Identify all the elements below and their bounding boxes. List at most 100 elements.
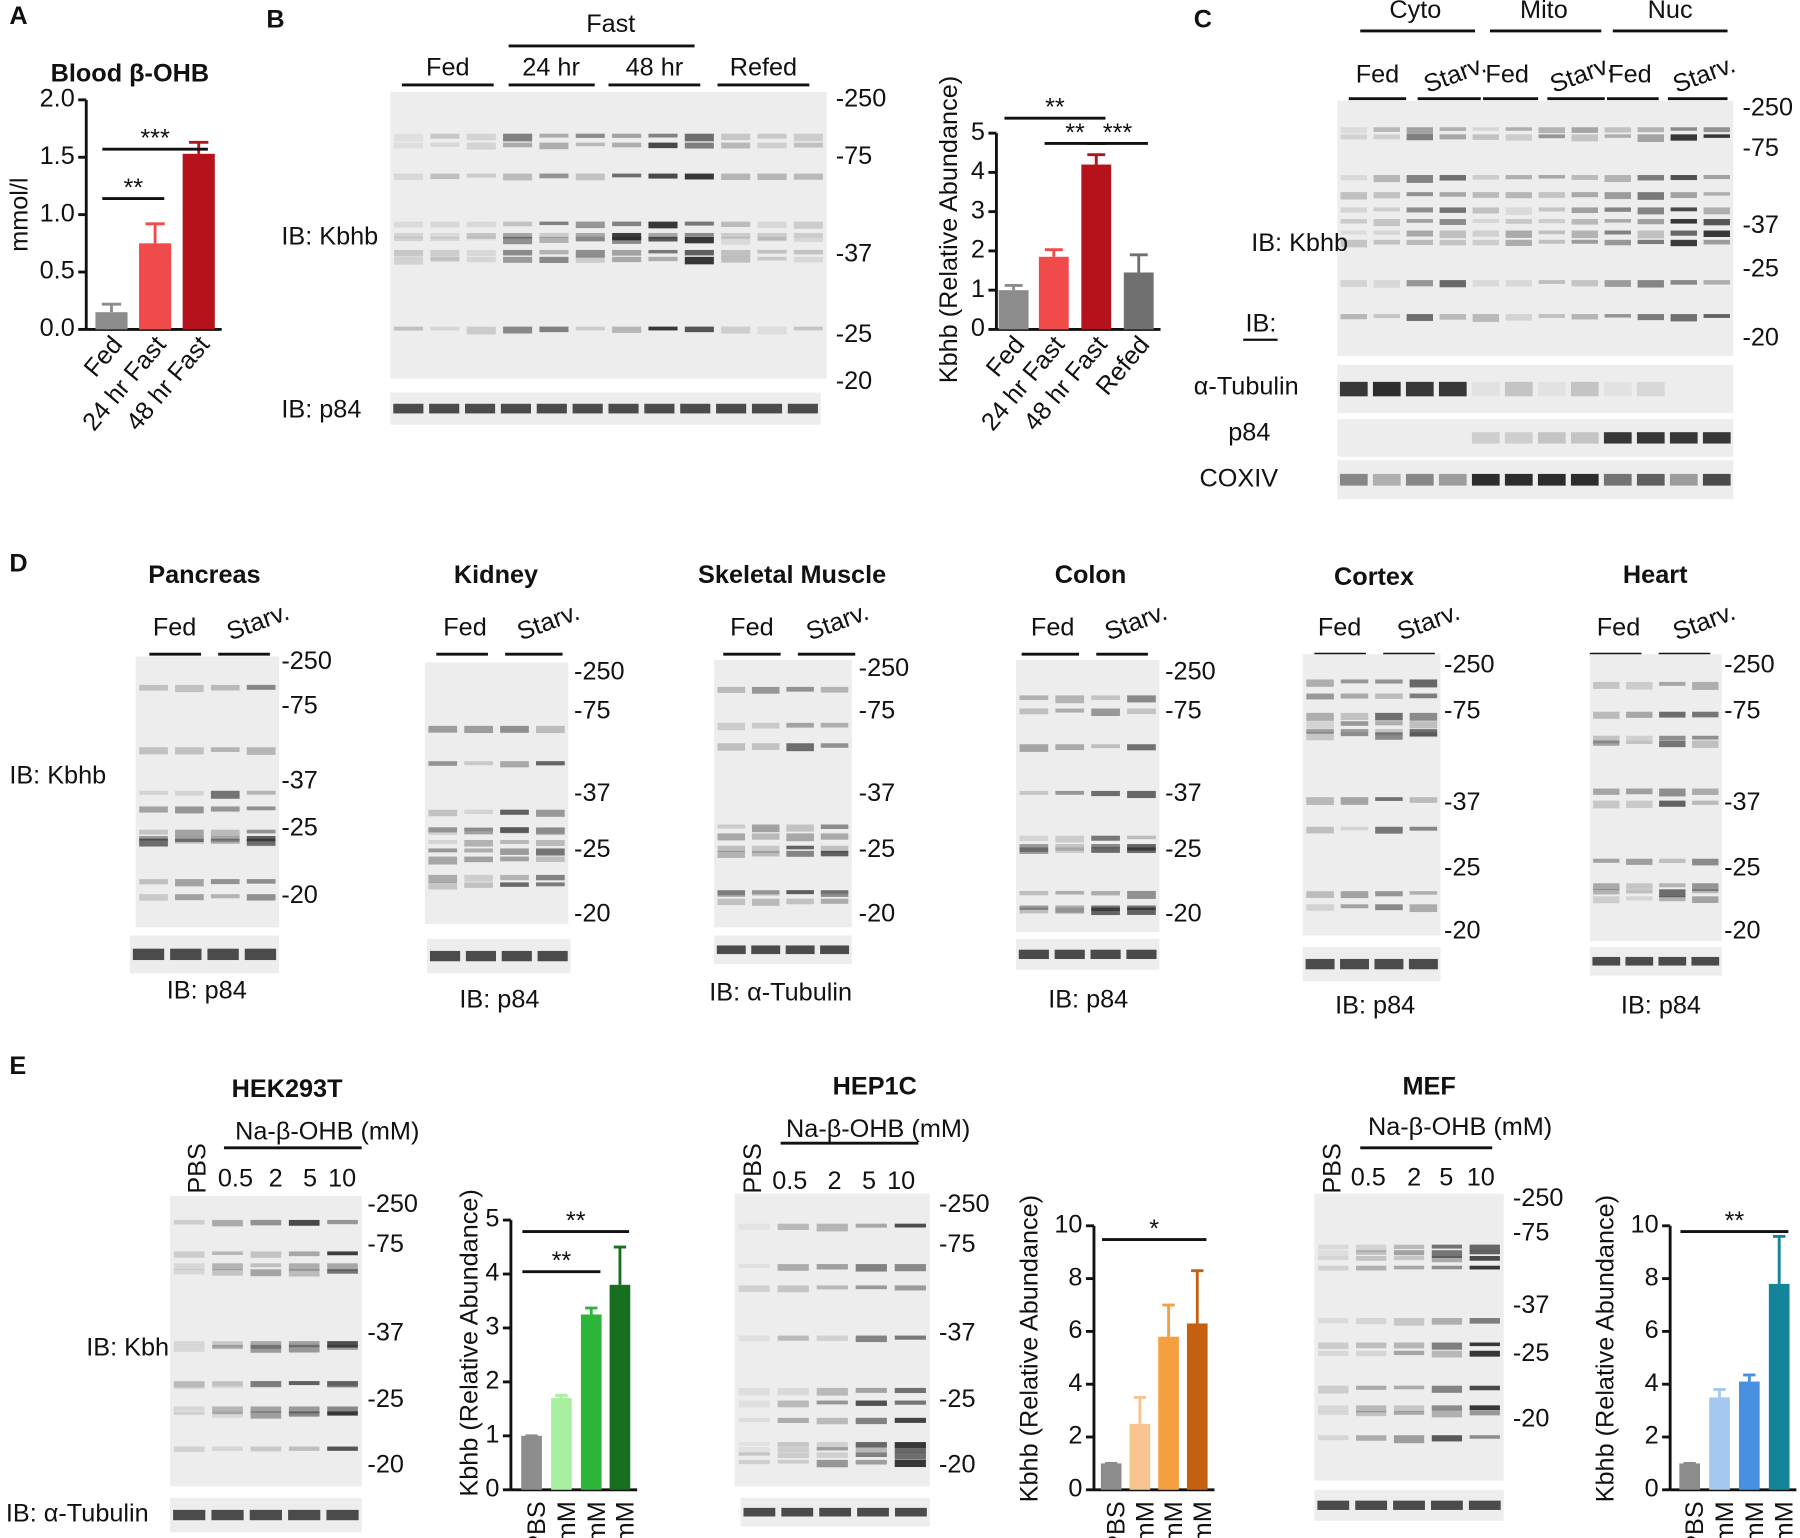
blot-band bbox=[738, 1335, 770, 1342]
label: IB: Kbhb bbox=[281, 222, 378, 250]
blot-band bbox=[1318, 1250, 1349, 1257]
blot-band bbox=[250, 1263, 282, 1268]
blot bbox=[424, 662, 569, 924]
mw-marker: -20 bbox=[1724, 917, 1761, 945]
blot-band bbox=[1659, 740, 1686, 748]
bar bbox=[1709, 1397, 1730, 1490]
blot-band bbox=[1318, 1318, 1349, 1324]
mw-marker: -20 bbox=[1513, 1404, 1550, 1432]
blot-band bbox=[1593, 858, 1620, 863]
blot-band bbox=[246, 747, 276, 755]
blot-band bbox=[1318, 1350, 1349, 1356]
blot-band bbox=[1375, 712, 1403, 721]
blot-band bbox=[648, 236, 678, 242]
significance: ** bbox=[1065, 119, 1085, 147]
blot-band bbox=[1626, 735, 1653, 741]
blot-band bbox=[1604, 134, 1631, 138]
y-tick-label: 5 bbox=[971, 118, 985, 146]
blot-band bbox=[1537, 432, 1566, 444]
blot-band bbox=[608, 403, 639, 414]
blot-band bbox=[738, 1223, 770, 1230]
blot-band bbox=[1571, 314, 1598, 320]
blot-band bbox=[1372, 381, 1401, 397]
blot-band bbox=[500, 882, 529, 887]
blot-band bbox=[175, 838, 204, 844]
blot-band bbox=[175, 829, 204, 837]
blot-band bbox=[894, 1335, 926, 1340]
blot-band bbox=[855, 1417, 887, 1425]
blot-band bbox=[327, 1263, 358, 1271]
blot-band bbox=[1055, 890, 1085, 895]
blot-band bbox=[250, 1411, 282, 1419]
blot-band bbox=[793, 256, 823, 263]
blot-band bbox=[738, 1285, 770, 1292]
blot-band bbox=[1339, 473, 1368, 486]
blot-band bbox=[1406, 314, 1433, 321]
blot-band bbox=[1373, 207, 1400, 212]
blot-band bbox=[684, 221, 714, 226]
blot-band bbox=[500, 856, 529, 862]
blot-band bbox=[820, 890, 849, 897]
blot-band bbox=[139, 835, 168, 841]
blot-band bbox=[785, 945, 815, 955]
blot-band bbox=[1637, 192, 1664, 200]
blot-band bbox=[786, 850, 814, 857]
blot-band bbox=[777, 1417, 809, 1423]
y-tick-label: 1.0 bbox=[40, 199, 75, 227]
blot-band bbox=[857, 1507, 889, 1517]
blot-band bbox=[721, 256, 751, 263]
mw-marker: -37 bbox=[1513, 1291, 1550, 1319]
label: IB: Kbhb bbox=[9, 762, 106, 790]
blot-band bbox=[757, 249, 787, 254]
mw-marker: -20 bbox=[939, 1450, 976, 1478]
panel-letter: E bbox=[9, 1052, 26, 1080]
blot-band bbox=[536, 848, 565, 856]
blot-band bbox=[173, 1381, 205, 1388]
blot-band bbox=[1340, 712, 1369, 721]
blot-band bbox=[1670, 207, 1697, 212]
blot-band bbox=[1571, 192, 1598, 198]
blot-band bbox=[738, 1459, 770, 1465]
blot-band bbox=[1340, 175, 1367, 181]
blot-band bbox=[503, 232, 533, 239]
y-axis-label: Kbhb (Relative Abundance) bbox=[1592, 1195, 1620, 1502]
mw-marker: -75 bbox=[939, 1230, 976, 1258]
blot-band bbox=[464, 848, 493, 853]
blot-band bbox=[648, 232, 678, 239]
label: Fast bbox=[586, 10, 635, 38]
blot-band bbox=[394, 232, 424, 238]
blot-band bbox=[894, 1459, 926, 1468]
y-tick-label: 3 bbox=[971, 196, 985, 224]
blot-band bbox=[820, 850, 849, 857]
label: Starv. bbox=[223, 598, 293, 646]
blot-band bbox=[394, 133, 424, 142]
blot-band bbox=[816, 1285, 848, 1290]
blot-band bbox=[1373, 192, 1400, 199]
blot-band bbox=[717, 890, 746, 897]
bar bbox=[139, 243, 172, 330]
blot-band bbox=[721, 221, 751, 228]
blot-band bbox=[1469, 1350, 1500, 1357]
mw-marker: -20 bbox=[1742, 323, 1779, 351]
blot-band bbox=[1373, 280, 1400, 288]
blot-band bbox=[327, 1380, 358, 1388]
blot-band bbox=[1406, 175, 1433, 183]
blot-strip bbox=[1337, 460, 1734, 500]
blot-band bbox=[1405, 381, 1434, 397]
blot-band bbox=[212, 1269, 243, 1276]
panel-letter: A bbox=[9, 2, 27, 30]
blot-band bbox=[777, 1285, 809, 1293]
blot-band bbox=[1703, 230, 1730, 237]
blot-band bbox=[173, 1251, 205, 1258]
mw-marker: -250 bbox=[367, 1190, 418, 1218]
blot bbox=[135, 656, 280, 928]
blot-band bbox=[1505, 127, 1532, 131]
label: Mito bbox=[1520, 0, 1568, 24]
blot-band bbox=[1356, 1410, 1387, 1417]
mw-marker: -37 bbox=[1742, 211, 1779, 239]
blot-band bbox=[894, 1223, 926, 1228]
blot-band bbox=[1703, 314, 1730, 318]
blot-band bbox=[721, 326, 751, 334]
blot-band bbox=[738, 1447, 770, 1455]
blot-band bbox=[1431, 1265, 1463, 1270]
